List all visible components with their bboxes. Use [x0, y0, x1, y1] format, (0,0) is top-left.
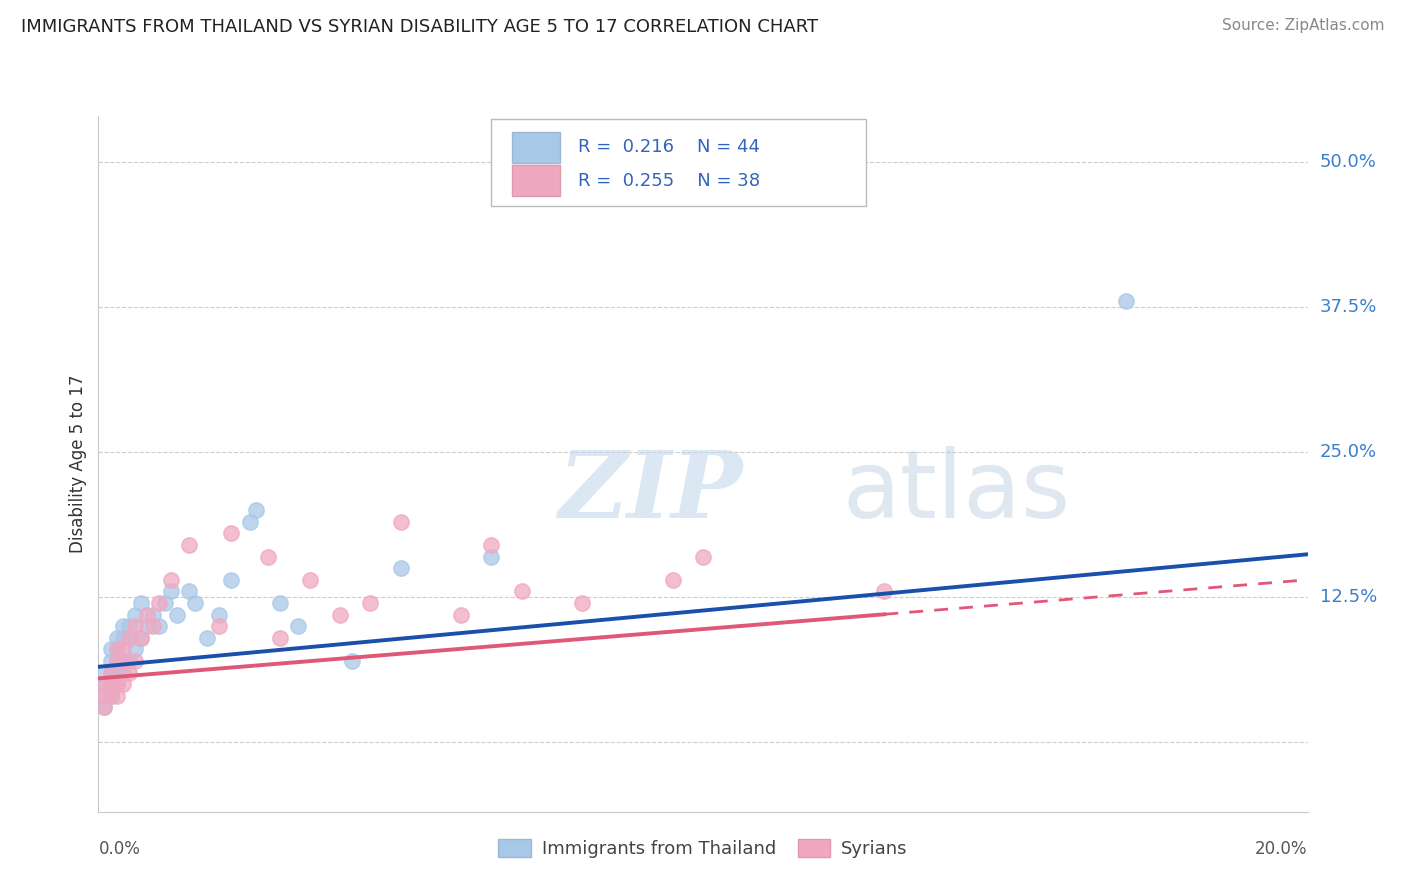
Point [100, 677, 122, 691]
Point [481, 549, 503, 564]
Point [118, 665, 141, 680]
Point [481, 538, 503, 552]
Point [93, 700, 115, 714]
Point [135, 607, 157, 622]
Point [93, 665, 115, 680]
Point [129, 596, 152, 610]
Point [118, 631, 141, 645]
Point [142, 607, 165, 622]
Point [100, 654, 122, 668]
Point [111, 654, 134, 668]
Point [450, 607, 472, 622]
Text: IMMIGRANTS FROM THAILAND VS SYRIAN DISABILITY AGE 5 TO 17 CORRELATION CHART: IMMIGRANTS FROM THAILAND VS SYRIAN DISAB… [21, 18, 818, 36]
Point [111, 619, 134, 633]
Point [571, 596, 593, 610]
Point [245, 503, 267, 517]
Point [177, 538, 201, 552]
Point [135, 619, 157, 633]
Text: atlas: atlas [842, 446, 1070, 538]
Point [124, 654, 146, 668]
Point [111, 642, 134, 657]
Point [299, 573, 322, 587]
Point [118, 654, 141, 668]
Point [111, 665, 134, 680]
Text: 20.0%: 20.0% [1256, 839, 1308, 857]
Point [166, 607, 188, 622]
Text: 50.0%: 50.0% [1320, 153, 1376, 171]
Point [124, 619, 146, 633]
Point [93, 677, 115, 691]
Text: 0.0%: 0.0% [98, 839, 141, 857]
Text: 25.0%: 25.0% [1320, 443, 1376, 461]
Text: R =  0.255    N = 38: R = 0.255 N = 38 [578, 171, 761, 190]
Point [93, 677, 115, 691]
FancyBboxPatch shape [512, 165, 561, 196]
Point [129, 631, 152, 645]
Point [100, 689, 122, 703]
Point [287, 619, 309, 633]
Text: 37.5%: 37.5% [1320, 298, 1376, 317]
FancyBboxPatch shape [512, 132, 561, 162]
Point [124, 642, 146, 657]
Point [124, 607, 146, 622]
Point [118, 631, 141, 645]
Point [93, 700, 115, 714]
Point [148, 596, 170, 610]
Point [661, 573, 683, 587]
Point [93, 689, 115, 703]
Point [269, 596, 291, 610]
Point [100, 677, 122, 691]
Point [342, 654, 364, 668]
Point [111, 654, 134, 668]
Text: Source: ZipAtlas.com: Source: ZipAtlas.com [1222, 18, 1385, 33]
Point [105, 654, 128, 668]
Point [510, 584, 533, 599]
Point [269, 631, 291, 645]
Point [93, 689, 115, 703]
Point [221, 573, 243, 587]
Point [389, 515, 412, 529]
Point [100, 665, 122, 680]
Text: 12.5%: 12.5% [1320, 588, 1376, 607]
Point [105, 689, 128, 703]
Point [148, 619, 170, 633]
Point [221, 526, 243, 541]
Point [160, 573, 183, 587]
Point [692, 549, 714, 564]
Point [100, 642, 122, 657]
Point [208, 619, 231, 633]
Point [329, 607, 352, 622]
Point [184, 596, 207, 610]
Legend: Immigrants from Thailand, Syrians: Immigrants from Thailand, Syrians [491, 831, 915, 865]
Point [105, 631, 128, 645]
Point [105, 677, 128, 691]
Point [208, 607, 231, 622]
Point [160, 584, 183, 599]
Point [105, 677, 128, 691]
Point [360, 596, 382, 610]
Point [105, 654, 128, 668]
Point [129, 631, 152, 645]
Point [1115, 294, 1137, 309]
Point [195, 631, 218, 645]
Text: ZIP: ZIP [558, 447, 742, 537]
Point [389, 561, 412, 575]
Point [873, 584, 896, 599]
Y-axis label: Disability Age 5 to 17: Disability Age 5 to 17 [69, 375, 87, 553]
Point [239, 515, 262, 529]
Point [111, 631, 134, 645]
Point [105, 642, 128, 657]
Point [256, 549, 278, 564]
Point [153, 596, 176, 610]
FancyBboxPatch shape [492, 120, 866, 206]
Point [100, 665, 122, 680]
Point [105, 642, 128, 657]
Point [118, 619, 141, 633]
Text: R =  0.216    N = 44: R = 0.216 N = 44 [578, 138, 761, 156]
Point [177, 584, 201, 599]
Point [100, 689, 122, 703]
Point [105, 665, 128, 680]
Point [142, 619, 165, 633]
Point [111, 677, 134, 691]
